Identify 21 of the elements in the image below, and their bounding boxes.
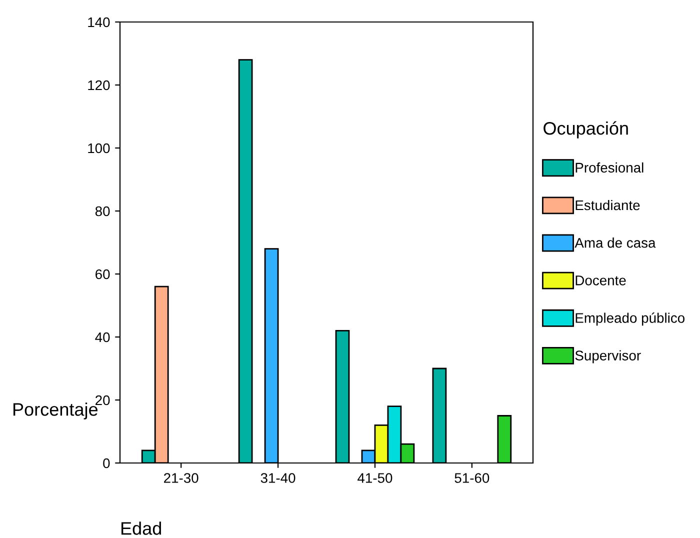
y-tick-label: 60: [96, 269, 110, 280]
y-tick-label: 0: [103, 458, 110, 468]
x-axis-title: Edad: [121, 522, 162, 535]
legend-label: Docente: [576, 276, 626, 286]
x-tick-label: 21-30: [164, 473, 198, 483]
legend-label: Ama de casa: [574, 238, 656, 248]
y-axis-title: Porcentaje: [13, 402, 98, 420]
x-tick-label: 41-50: [358, 473, 392, 483]
y-tick-label: 140: [88, 17, 110, 28]
legend-label: Profesional: [576, 162, 644, 173]
x-tick-label: 51-60: [454, 473, 490, 483]
y-tick-label: 100: [88, 143, 110, 154]
y-tick-label: 40: [95, 332, 110, 342]
legend-label: Empleado público: [576, 312, 684, 326]
legend-title: Ocupación: [544, 121, 628, 138]
y-tick-label: 120: [88, 80, 110, 90]
y-tick-label: 80: [95, 206, 110, 216]
legend-label: Estudiante: [576, 200, 640, 210]
legend-label: Supervisor: [575, 350, 641, 364]
x-tick-label: 31-40: [260, 473, 296, 483]
y-tick-label: 20: [96, 395, 110, 406]
